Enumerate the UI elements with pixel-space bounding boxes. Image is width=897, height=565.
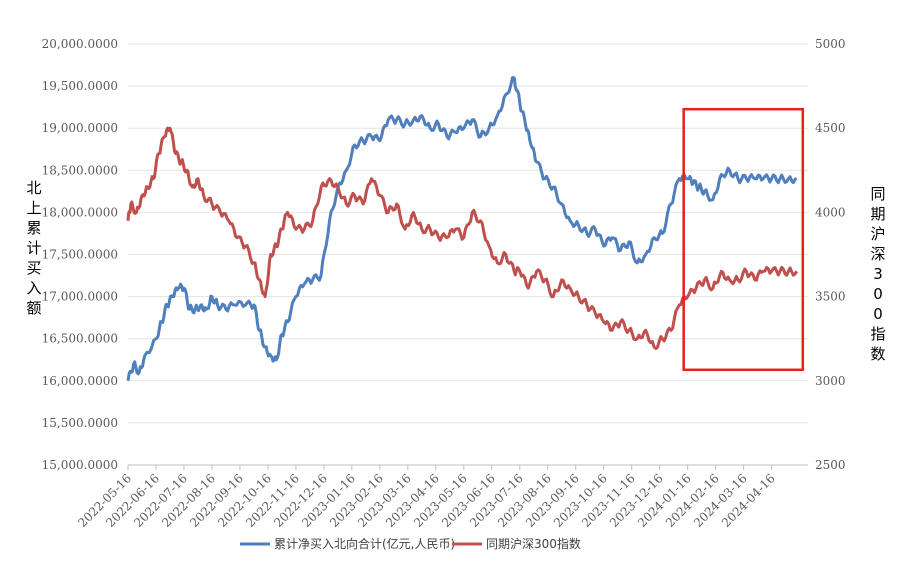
right-axis-title-char: 3: [873, 265, 883, 283]
left-tick-label: 16,000.0000: [42, 374, 118, 388]
x-axis-ticks: 2022-05-162022-06-162022-07-162022-08-16…: [75, 465, 778, 530]
left-axis-ticks: 15,000.0000 15,500.0000 16,000.0000 16,500.…: [42, 37, 118, 472]
left-axis-title-char: 北: [26, 179, 41, 197]
annotation-box: [682, 107, 805, 372]
left-axis-title-char: 计: [26, 239, 41, 257]
series-line-northbound: [126, 76, 798, 382]
right-axis-title-char: 指: [870, 325, 885, 343]
right-tick-label: 4500: [815, 121, 846, 135]
left-tick-label: 19,000.0000: [42, 121, 118, 135]
legend-label-northbound: 累计净买入北向合计(亿元,人民币): [274, 536, 455, 551]
left-tick-label: 20,000.0000: [42, 37, 118, 51]
left-tick-label: 16,500.0000: [42, 332, 118, 346]
right-tick-label: 4000: [815, 205, 846, 219]
left-axis-title-char: 上: [26, 199, 41, 217]
series-lines: [126, 76, 799, 382]
left-axis-title-char: 额: [26, 299, 41, 317]
right-axis-ticks: 2500 3000 3500 4000 4500 5000: [815, 37, 846, 472]
right-axis-title-char: 期: [870, 205, 885, 223]
left-tick-label: 15,000.0000: [42, 458, 118, 472]
left-axis-title-char: 买: [26, 259, 41, 277]
left-axis-title-char: 入: [26, 279, 41, 297]
right-axis-title-char: 0: [873, 285, 883, 303]
left-tick-label: 18,000.0000: [42, 205, 118, 219]
left-tick-label: 18,500.0000: [42, 163, 118, 177]
gridlines: [128, 43, 808, 466]
right-tick-label: 3000: [815, 374, 846, 388]
left-tick-label: 17,000.0000: [42, 290, 118, 304]
right-axis-title-char: 同: [870, 185, 885, 203]
right-tick-label: 5000: [815, 37, 846, 51]
series-line-csi300: [126, 126, 799, 350]
right-tick-label: 2500: [815, 458, 846, 472]
right-axis-title-char: 数: [870, 345, 885, 363]
right-axis-title-char: 深: [870, 245, 885, 263]
right-axis-title-char: 沪: [870, 225, 885, 243]
legend-label-csi300: 同期沪深300指数: [486, 536, 581, 551]
right-axis-title-char: 0: [873, 305, 883, 323]
left-tick-label: 19,500.0000: [42, 79, 118, 93]
legend: 累计净买入北向合计(亿元,人民币) 同期沪深300指数: [240, 536, 581, 551]
highlight-rectangle: [682, 107, 805, 372]
right-tick-label: 3500: [815, 290, 846, 304]
left-tick-label: 15,500.0000: [42, 416, 118, 430]
left-axis-title-char: 累: [26, 219, 41, 237]
left-tick-label: 17,500.0000: [42, 248, 118, 262]
